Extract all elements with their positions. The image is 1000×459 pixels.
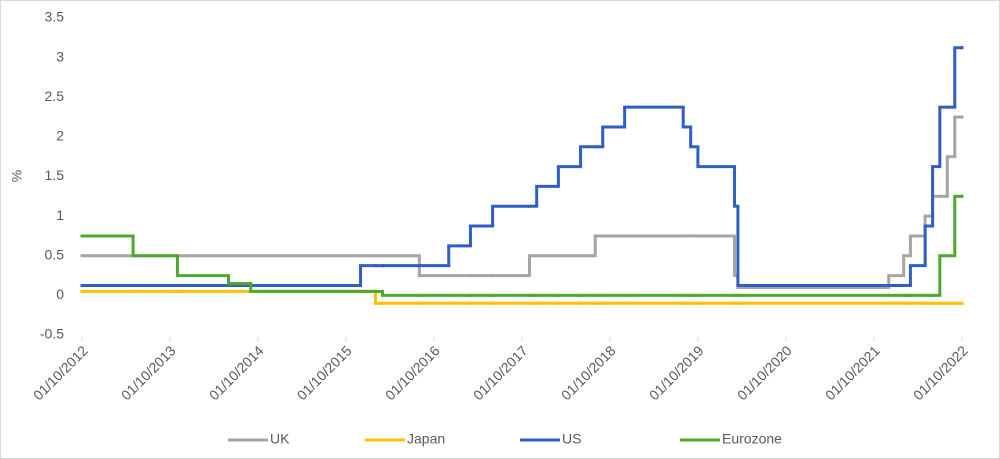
y-tick-label: 3 <box>56 48 64 64</box>
y-tick-label: 0 <box>56 286 64 302</box>
y-tick-label: 2 <box>56 128 64 144</box>
y-tick-label: 3.5 <box>45 9 65 25</box>
legend-label: US <box>562 431 581 447</box>
y-tick-label: 0.5 <box>45 246 65 262</box>
y-axis-label: % <box>9 170 25 182</box>
y-tick-label: 2.5 <box>45 88 65 104</box>
legend-label: Japan <box>407 431 445 447</box>
y-tick-label: -0.5 <box>40 326 64 342</box>
legend-label: Eurozone <box>722 431 782 447</box>
legend-label: UK <box>270 431 290 447</box>
y-tick-label: 1 <box>56 207 64 223</box>
y-tick-label: 1.5 <box>45 167 65 183</box>
